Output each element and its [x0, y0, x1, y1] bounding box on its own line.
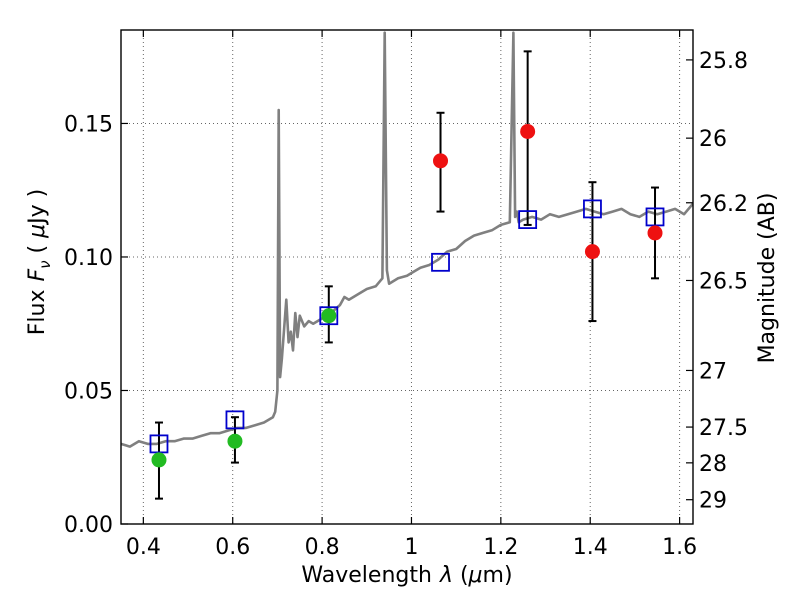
data-point — [227, 433, 243, 449]
y-tick-label: 0.05 — [64, 379, 113, 404]
right-tick-label: 26 — [699, 127, 727, 152]
right-tick-label: 25.8 — [699, 49, 748, 74]
right-tick-label: 29 — [699, 489, 727, 514]
model-square — [645, 207, 665, 227]
marker-layer — [149, 123, 665, 468]
data-point — [151, 452, 167, 468]
model-square — [431, 252, 450, 272]
data-point — [647, 225, 663, 241]
model-square — [518, 210, 538, 229]
right-tick-label: 26.5 — [699, 269, 748, 294]
right-axis-label: Magnitude (AB) — [755, 193, 780, 364]
right-tick-label: 27.5 — [699, 416, 748, 441]
y-tick-label: 0.10 — [64, 246, 113, 271]
right-tick-label: 27 — [699, 359, 727, 384]
data-point — [520, 123, 536, 139]
x-tick-label: 0.8 — [305, 535, 340, 560]
data-point — [321, 308, 337, 324]
y-axis-label: FluxFν ( μJy ) — [25, 189, 54, 335]
x-axis-label: Wavelength λ (μm) — [301, 563, 512, 588]
y-tick-label: 0.15 — [64, 112, 113, 137]
y-tick-label: 0.00 — [64, 513, 113, 538]
spectrum-layer — [121, 31, 693, 448]
right-tick-label: 26.2 — [699, 192, 748, 217]
data-point — [433, 153, 449, 169]
model-square — [149, 434, 169, 454]
model-square — [225, 410, 245, 430]
model-square — [583, 199, 602, 219]
x-tick-label: 1 — [404, 535, 418, 560]
plot-frame — [120, 29, 694, 525]
data-point — [584, 244, 600, 260]
model-square — [319, 306, 339, 326]
x-tick-label: 1.6 — [662, 535, 697, 560]
x-tick-label: 1.2 — [483, 535, 518, 560]
x-tick-label: 0.4 — [126, 535, 161, 560]
x-tick-label: 1.4 — [573, 535, 608, 560]
tick-layer: 0.4 0.6 0.8 1 1.2 1.4 1.6 0.00 0.05 0.10 0.15 25.8 2… — [64, 30, 748, 560]
right-tick-label: 28 — [699, 452, 727, 477]
spectrum-line — [121, 31, 693, 448]
x-tick-label: 0.6 — [215, 535, 250, 560]
